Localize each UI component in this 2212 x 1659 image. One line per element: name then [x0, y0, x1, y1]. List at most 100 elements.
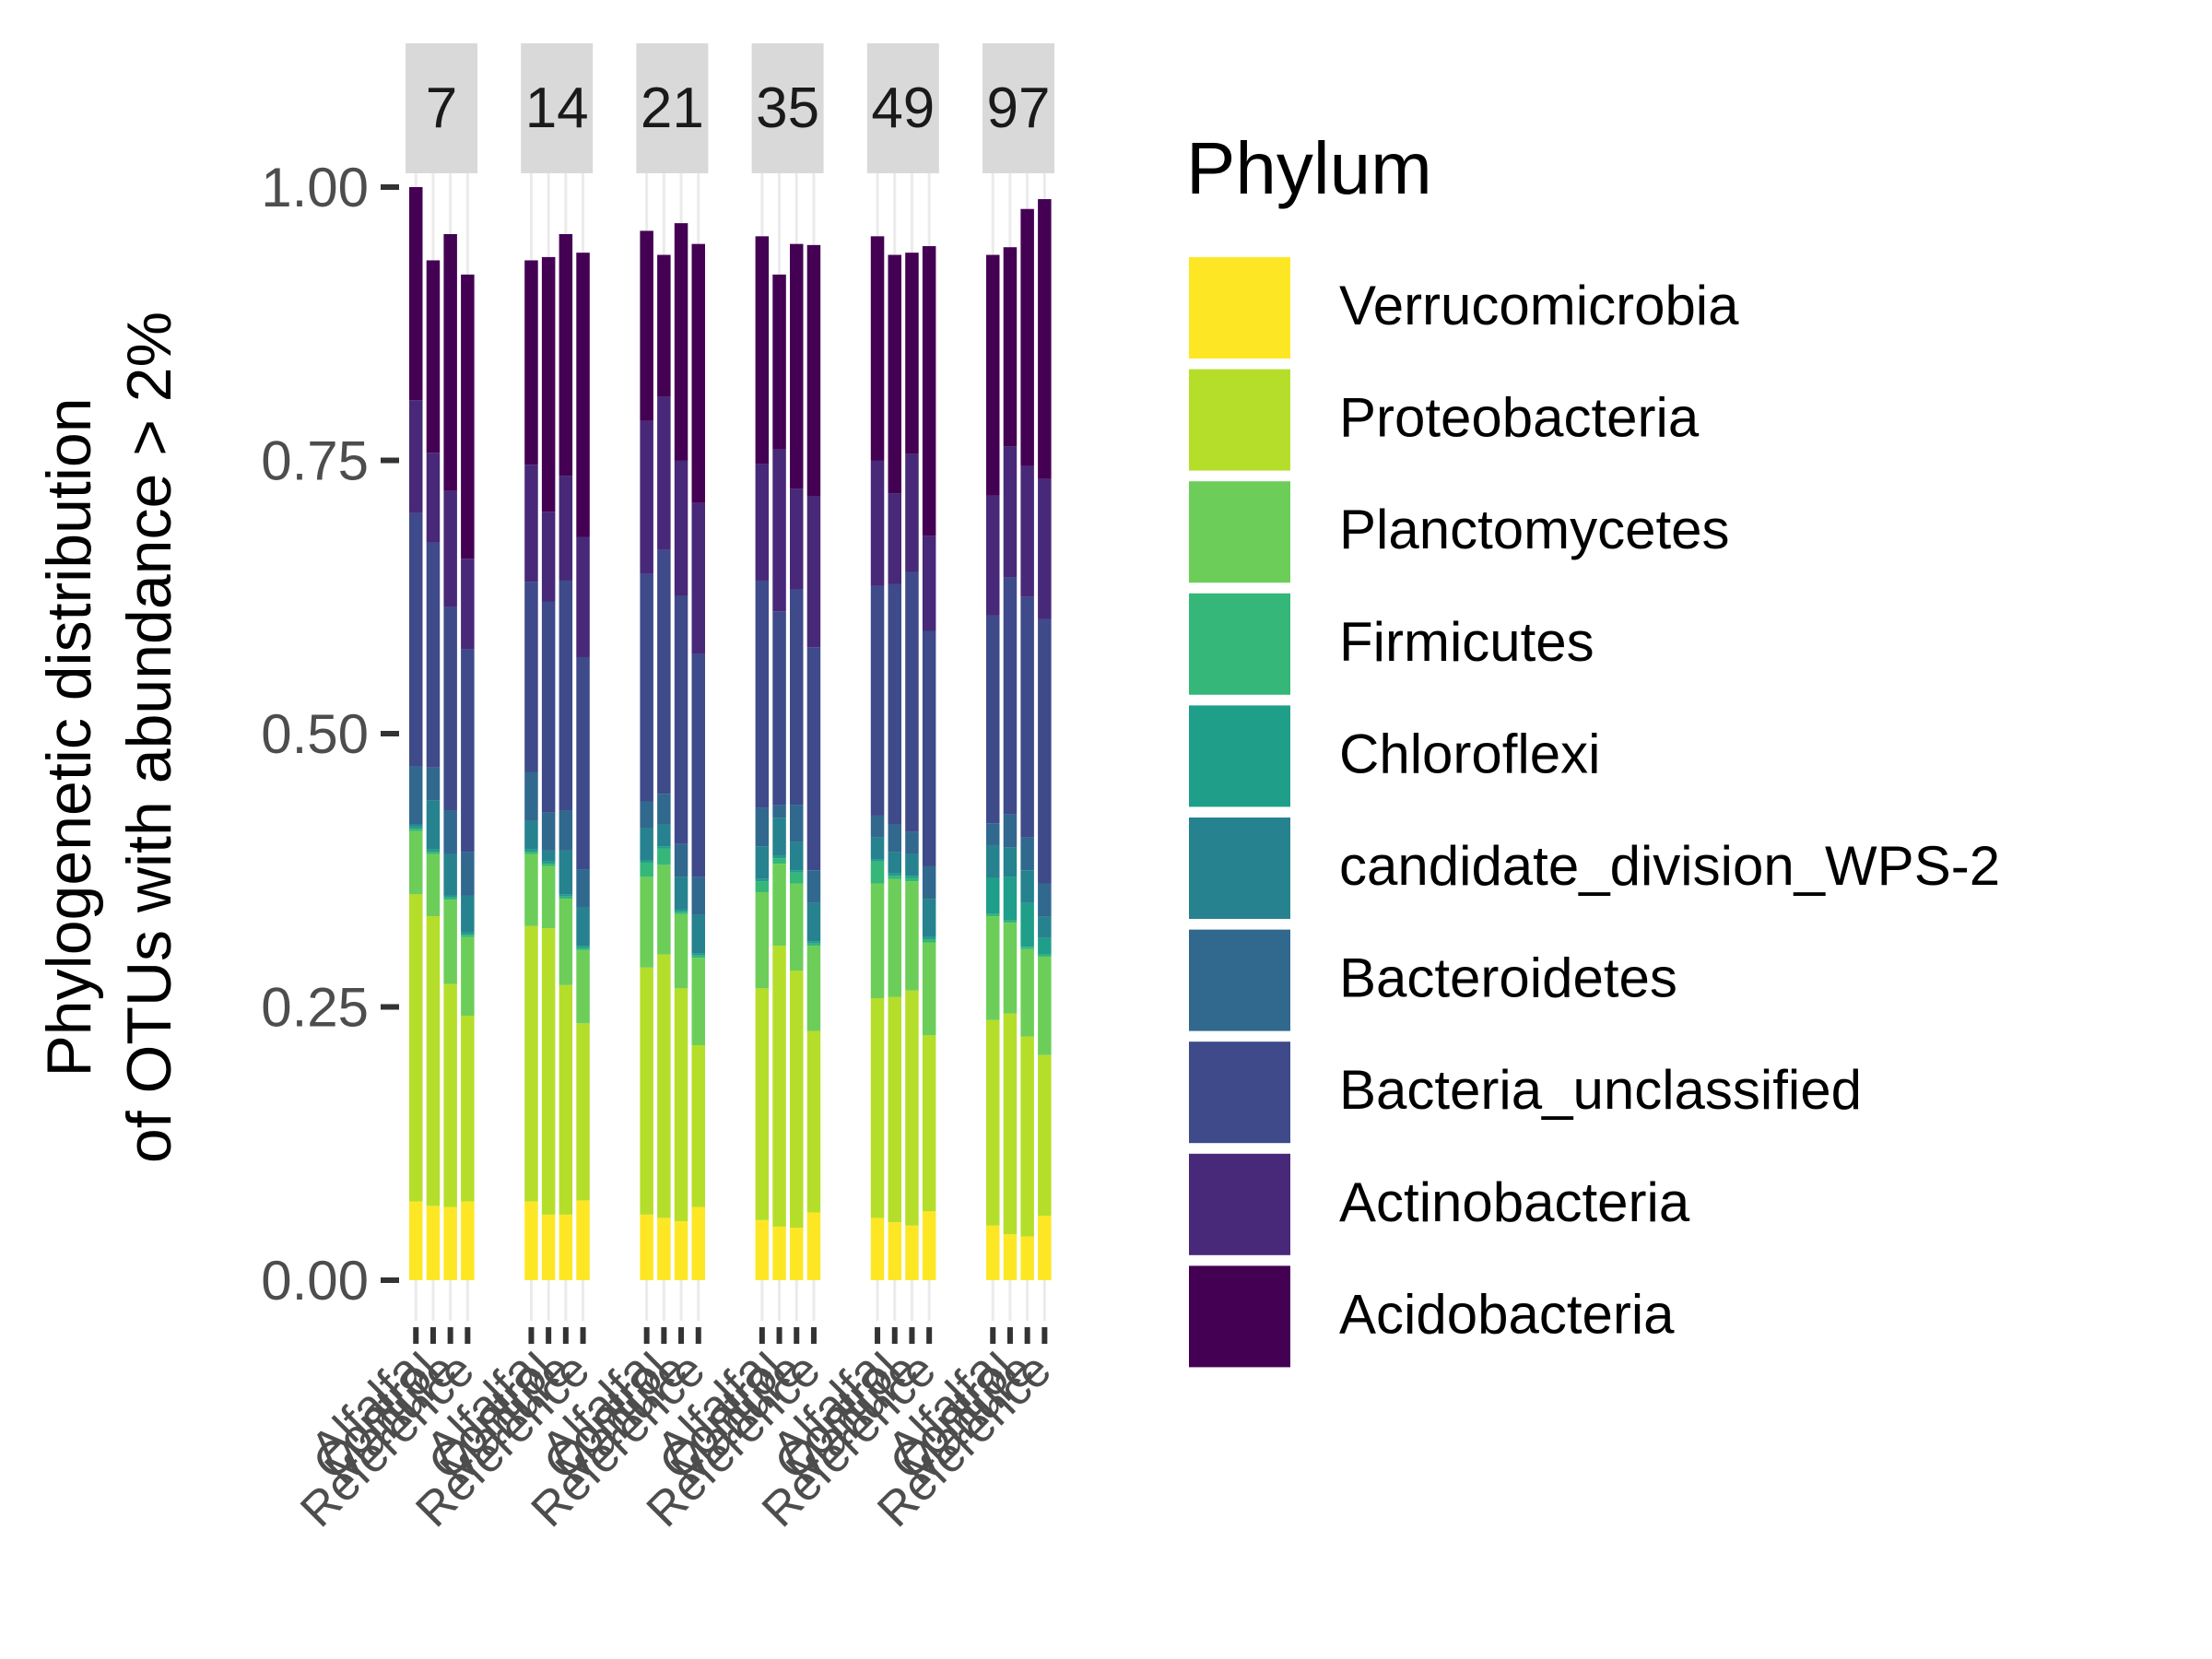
bar-segment: [409, 512, 423, 767]
bar-segment: [986, 1225, 1000, 1280]
bar-segment: [674, 460, 688, 596]
bar-segment: [888, 824, 901, 853]
y-tick-label: 1.00: [261, 157, 369, 218]
bar-segment: [772, 855, 786, 859]
bar-segment: [541, 865, 556, 929]
bar-segment: [640, 1214, 653, 1280]
bar-segment: [790, 488, 804, 590]
bar-segment: [559, 894, 573, 897]
bar-segment: [1003, 446, 1018, 578]
bar-segment: [674, 223, 688, 461]
bar-segment: [888, 493, 901, 584]
legend-label: candidate_division_WPS-2: [1339, 835, 2000, 897]
bar-segment: [986, 615, 1000, 824]
bar-segment: [790, 243, 804, 489]
facet-strip: [866, 43, 939, 173]
bar-segment: [806, 943, 821, 947]
facet-label: 21: [641, 76, 704, 140]
bar-segment: [541, 1214, 556, 1280]
bar-segment: [905, 881, 919, 991]
bar-segment: [905, 453, 919, 572]
bar-segment: [790, 589, 804, 806]
bar-segment: [806, 244, 821, 497]
legend-swatch: [1189, 1265, 1290, 1368]
bar-segment: [541, 812, 556, 851]
bar-segment: [888, 254, 901, 494]
bar-segment: [755, 891, 770, 989]
bar-segment: [461, 559, 475, 650]
bar-segment: [986, 916, 1000, 1020]
bar-segment: [772, 858, 786, 865]
bar-segment: [576, 907, 590, 947]
bar-segment: [1003, 920, 1018, 924]
facet-strip: [406, 43, 477, 173]
legend-swatch: [1189, 818, 1290, 919]
bar-segment: [559, 899, 573, 985]
bar-segment: [905, 571, 919, 832]
bar-segment: [576, 869, 590, 908]
bar-segment: [691, 1045, 705, 1207]
bar-segment: [806, 496, 821, 648]
bar-segment: [755, 881, 770, 892]
bar-segment: [691, 243, 705, 503]
bar-segment: [426, 453, 441, 543]
bar-segment: [870, 883, 885, 999]
bar-segment: [870, 861, 885, 884]
bar-segment: [657, 396, 671, 550]
bar-segment: [790, 1228, 804, 1280]
bar-segment: [576, 946, 590, 948]
bar-segment: [657, 846, 671, 849]
bar-segment: [905, 990, 919, 1226]
bar-segment: [905, 877, 919, 882]
bar-segment: [657, 954, 671, 1218]
bar-segment: [409, 894, 423, 1202]
bar-segment: [461, 1201, 475, 1280]
bar-segment: [790, 841, 804, 871]
bar-segment: [576, 656, 590, 870]
bar-segment: [1020, 948, 1034, 1037]
legend-label: Chloroflexi: [1339, 723, 1600, 784]
bar-segment: [524, 820, 538, 850]
bar-segment: [461, 649, 475, 853]
bar-segment: [772, 449, 786, 612]
bar-segment: [674, 877, 688, 910]
bar-segment: [888, 1222, 901, 1280]
bar-segment: [541, 512, 556, 602]
bar-segment: [772, 1226, 786, 1280]
bar-segment: [806, 1030, 821, 1213]
bar-segment: [461, 1015, 475, 1202]
legend-item: Chloroflexi: [1189, 705, 1600, 807]
bar-segment: [1038, 954, 1052, 957]
bar-segment: [443, 606, 457, 811]
bar-segment: [905, 831, 919, 854]
bar-segment: [905, 853, 919, 877]
bar-segment: [443, 810, 457, 854]
bar-segment: [1038, 916, 1052, 938]
bar-segment: [790, 971, 804, 1229]
bar-segment: [640, 967, 653, 1215]
bar-segment: [691, 1206, 705, 1280]
bar-segment: [461, 852, 475, 896]
bar-segment: [426, 849, 441, 853]
bar-segment: [755, 846, 770, 879]
bar-segment: [772, 805, 786, 818]
bar-segment: [426, 1206, 441, 1280]
bar-segment: [790, 872, 804, 884]
bar-segment: [559, 984, 573, 1215]
bar-segment: [691, 955, 705, 959]
bar-segment: [657, 824, 671, 847]
bar-segment: [559, 896, 573, 900]
bar-segment: [657, 549, 671, 794]
y-tick-label: 0.75: [261, 430, 369, 492]
bar-segment: [1003, 847, 1018, 877]
bar-segment: [755, 464, 770, 581]
bar-segment: [691, 953, 705, 956]
bar-segment: [755, 236, 770, 465]
bar-segment: [888, 878, 901, 997]
bar-segment: [772, 818, 786, 856]
bar-segment: [657, 848, 671, 865]
bar-segment: [806, 946, 821, 1031]
bar-segment: [1003, 814, 1018, 848]
bar-segment: [657, 254, 671, 397]
